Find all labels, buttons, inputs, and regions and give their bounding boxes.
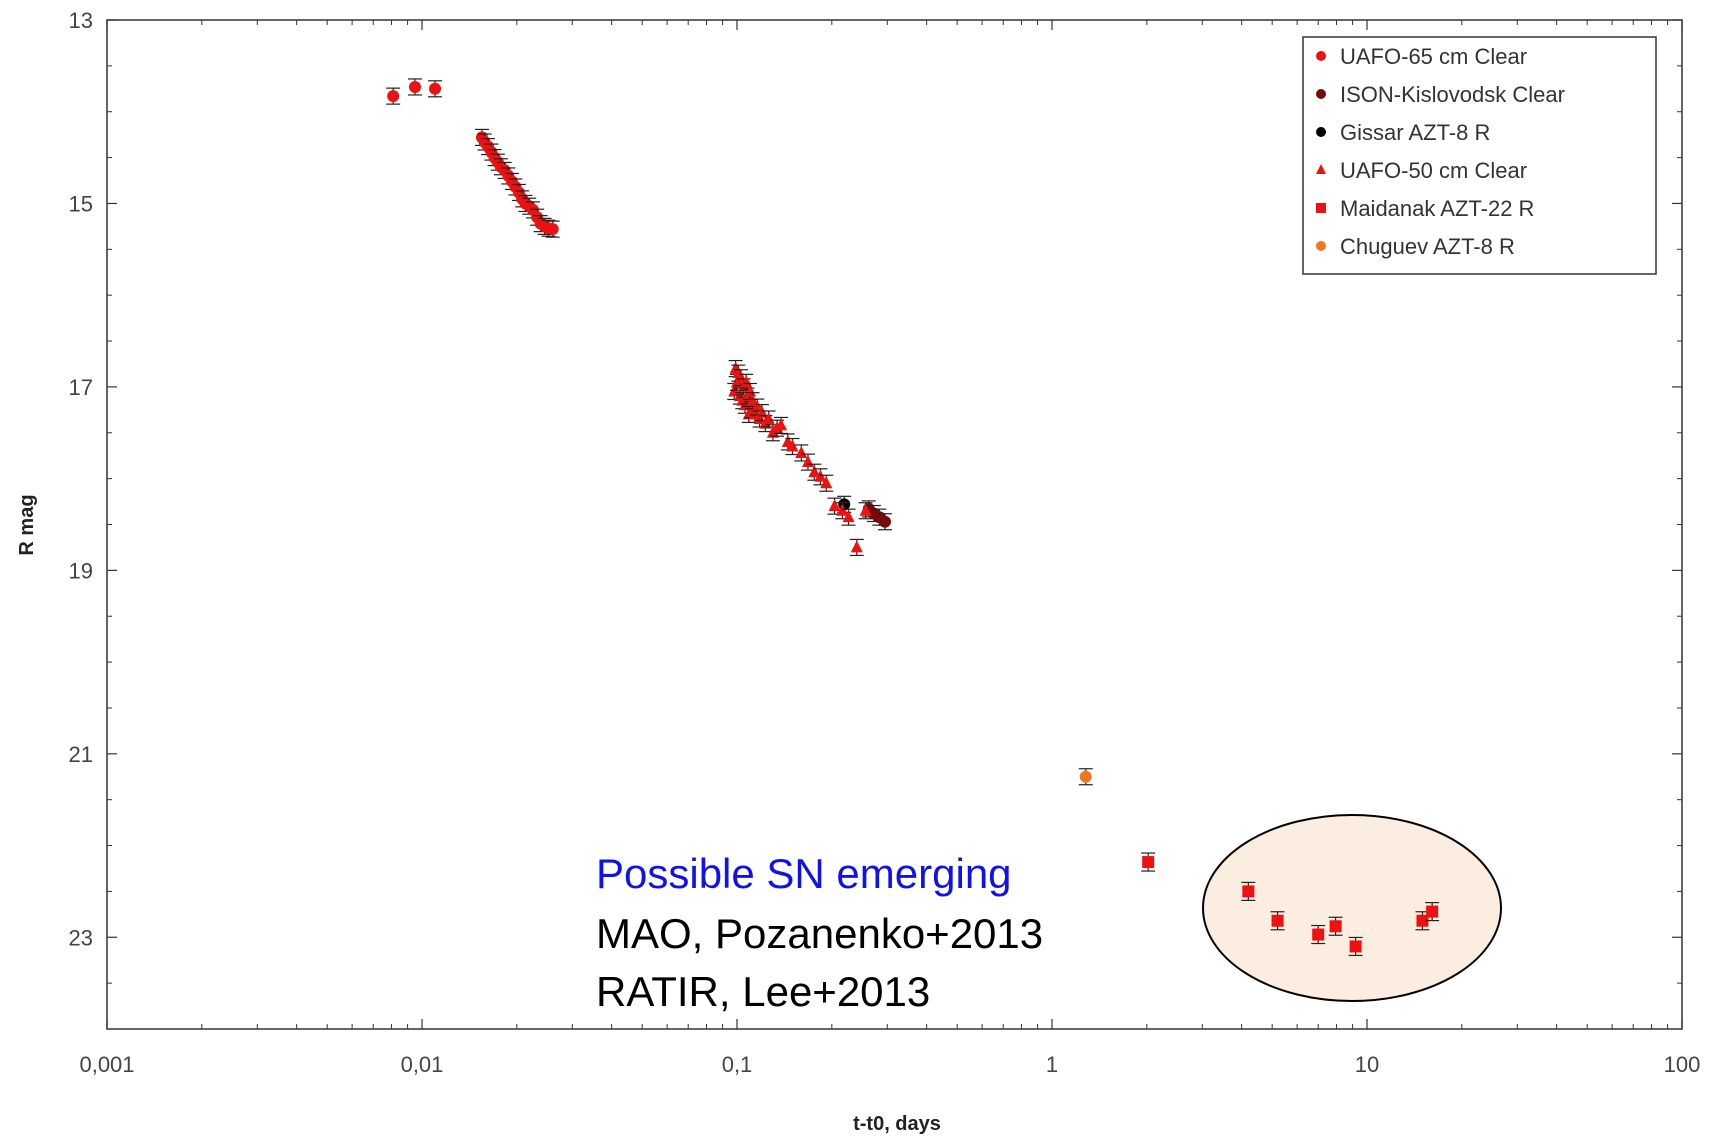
legend-marker: [1316, 241, 1326, 251]
x-axis-title: t-t0, days: [853, 1113, 941, 1135]
data-points: [386, 78, 1440, 957]
legend-label: UAFO-65 cm Clear: [1340, 44, 1527, 69]
legend-label: Chuguev AZT-8 R: [1340, 234, 1515, 259]
y-axis-title: R mag: [16, 494, 38, 555]
data-point: [546, 223, 559, 236]
data-point: [1426, 905, 1439, 918]
data-point: [1416, 914, 1429, 927]
x-tick-label: 0,001: [79, 1052, 134, 1077]
data-point: [1329, 920, 1342, 933]
data-point: [1271, 914, 1284, 927]
data-point: [786, 439, 799, 452]
y-tick-label: 17: [69, 375, 93, 400]
data-point: [808, 465, 821, 478]
data-point: [762, 412, 775, 425]
data-point: [859, 503, 872, 516]
y-tick-label: 15: [69, 191, 93, 216]
y-tick-label: 21: [69, 742, 93, 767]
legend-marker: [1316, 51, 1326, 61]
data-point: [740, 375, 753, 388]
data-point: [820, 476, 833, 489]
x-tick-label: 100: [1664, 1052, 1701, 1077]
sn-highlight-ellipse: [1202, 814, 1502, 1002]
legend-marker: [1316, 89, 1326, 99]
data-point: [1142, 856, 1155, 869]
axis-ticks: 13 15 17 19 21 23 0,001 0,01 0,1 1 10 100: [69, 8, 1701, 1077]
data-point: [1312, 928, 1325, 941]
x-tick-label: 0,01: [401, 1052, 444, 1077]
legend-label: UAFO-50 cm Clear: [1340, 158, 1527, 183]
data-point: [429, 82, 442, 95]
data-point: [1242, 885, 1255, 898]
y-tick-label: 19: [69, 558, 93, 583]
legend-box: [1302, 36, 1657, 275]
annotation-text: Possible SN emerging MAO, Pozanenko+2013…: [596, 850, 1043, 1015]
y-tick-label: 13: [69, 8, 93, 33]
legend-marker: [1316, 164, 1326, 174]
data-point: [850, 540, 863, 553]
x-tick-label: 0,1: [722, 1052, 753, 1077]
data-point: [842, 510, 855, 523]
legend-label: Gissar AZT-8 R: [1340, 120, 1490, 145]
annotation-mao: MAO, Pozanenko+2013: [596, 910, 1043, 957]
data-point: [828, 499, 841, 512]
legend-marker: [1316, 127, 1326, 137]
data-point: [1349, 940, 1362, 953]
legend-marker: [1316, 203, 1326, 213]
data-point: [795, 445, 808, 458]
data-point: [387, 90, 400, 103]
legend: UAFO-65 cm Clear ISON-Kislovodsk Clear Gis…: [1302, 36, 1657, 275]
legend-label: ISON-Kislovodsk Clear: [1340, 82, 1565, 107]
x-tick-label: 1: [1046, 1052, 1058, 1077]
data-point: [1079, 770, 1092, 783]
annotation-ratir: RATIR, Lee+2013: [596, 968, 930, 1015]
annotation-sn: Possible SN emerging: [596, 850, 1012, 897]
data-point: [775, 418, 788, 431]
data-point: [408, 80, 421, 93]
y-tick-label: 23: [69, 925, 93, 950]
data-point: [878, 515, 891, 528]
highlight-region: [1202, 814, 1502, 1002]
legend-label: Maidanak AZT-22 R: [1340, 196, 1534, 221]
x-tick-label: 10: [1355, 1052, 1379, 1077]
